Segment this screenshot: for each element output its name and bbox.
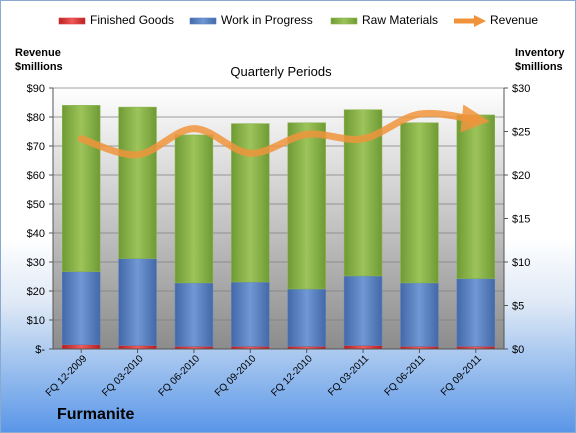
- legend-swatch: [330, 17, 358, 25]
- bar-finished-goods: [118, 345, 157, 350]
- legend-swatch: [58, 17, 86, 25]
- left-tick-label: $60: [27, 170, 45, 182]
- left-tick-label: $80: [27, 112, 45, 124]
- x-tick-label: FQ 12-2009: [44, 353, 90, 399]
- left-axis-title: Revenue $millions: [15, 47, 64, 73]
- bar-work-in-progress: [174, 282, 214, 347]
- right-tick-label: $15: [512, 214, 530, 226]
- bar-raw-materials: [174, 134, 214, 284]
- x-tick-label: FQ 09-2010: [213, 353, 259, 399]
- bar-work-in-progress: [287, 288, 326, 347]
- left-tick-label: $10: [27, 315, 45, 327]
- left-tick-label: $-: [35, 344, 45, 356]
- bar-work-in-progress: [400, 282, 439, 347]
- bar-finished-goods: [343, 345, 383, 350]
- right-tick-label: $10: [512, 257, 530, 269]
- right-tick-label: $0: [512, 344, 524, 356]
- bar-work-in-progress: [231, 281, 270, 347]
- revenue-line: [77, 104, 490, 159]
- bar-finished-goods: [62, 344, 101, 350]
- right-tick-label: $5: [512, 301, 524, 313]
- bar-work-in-progress: [62, 271, 101, 345]
- left-tick-label: $30: [27, 257, 45, 269]
- right-tick-label: $25: [512, 127, 530, 139]
- bar-work-in-progress: [456, 278, 495, 347]
- x-tick-label: FQ 06-2010: [157, 353, 203, 399]
- bar-work-in-progress: [343, 275, 383, 346]
- right-tick-label: $30: [512, 83, 530, 95]
- bar-raw-materials: [62, 105, 101, 272]
- x-tick-label: FQ 12-2010: [269, 353, 315, 399]
- legend-arrow-icon: [474, 15, 486, 27]
- right-tick-label: $20: [512, 170, 530, 182]
- legend-label: Raw Materials: [362, 13, 438, 27]
- left-tick-label: $50: [27, 199, 45, 211]
- legend-label: Revenue: [490, 13, 538, 27]
- legend: Finished Goods Work in Progress Raw Materi…: [58, 13, 538, 27]
- legend-label: Finished Goods: [90, 13, 174, 27]
- legend-swatch: [189, 17, 217, 25]
- company-name: Furmanite: [57, 406, 135, 423]
- right-axis-title: Inventory $millions: [515, 47, 568, 73]
- bar-raw-materials: [118, 106, 157, 259]
- x-tick-label: FQ 03-2010: [100, 353, 146, 399]
- bar-series: [62, 105, 495, 350]
- left-tick-label: $90: [27, 83, 45, 95]
- left-tick-label: $40: [27, 228, 45, 240]
- bar-raw-materials: [400, 122, 439, 284]
- bar-work-in-progress: [118, 258, 157, 346]
- revenue-line-path: [77, 104, 490, 159]
- legend-label: Work in Progress: [221, 13, 313, 27]
- left-tick-label: $70: [27, 141, 45, 153]
- left-tick-label: $20: [27, 286, 45, 298]
- bar-raw-materials: [456, 114, 495, 279]
- x-tick-label: FQ 09-2011: [439, 353, 484, 398]
- chart-title: Quarterly Periods: [230, 64, 332, 79]
- x-tick-label: FQ 06-2011: [383, 353, 428, 398]
- x-tick-label: FQ 03-2011: [326, 353, 371, 398]
- bar-raw-materials: [287, 122, 326, 290]
